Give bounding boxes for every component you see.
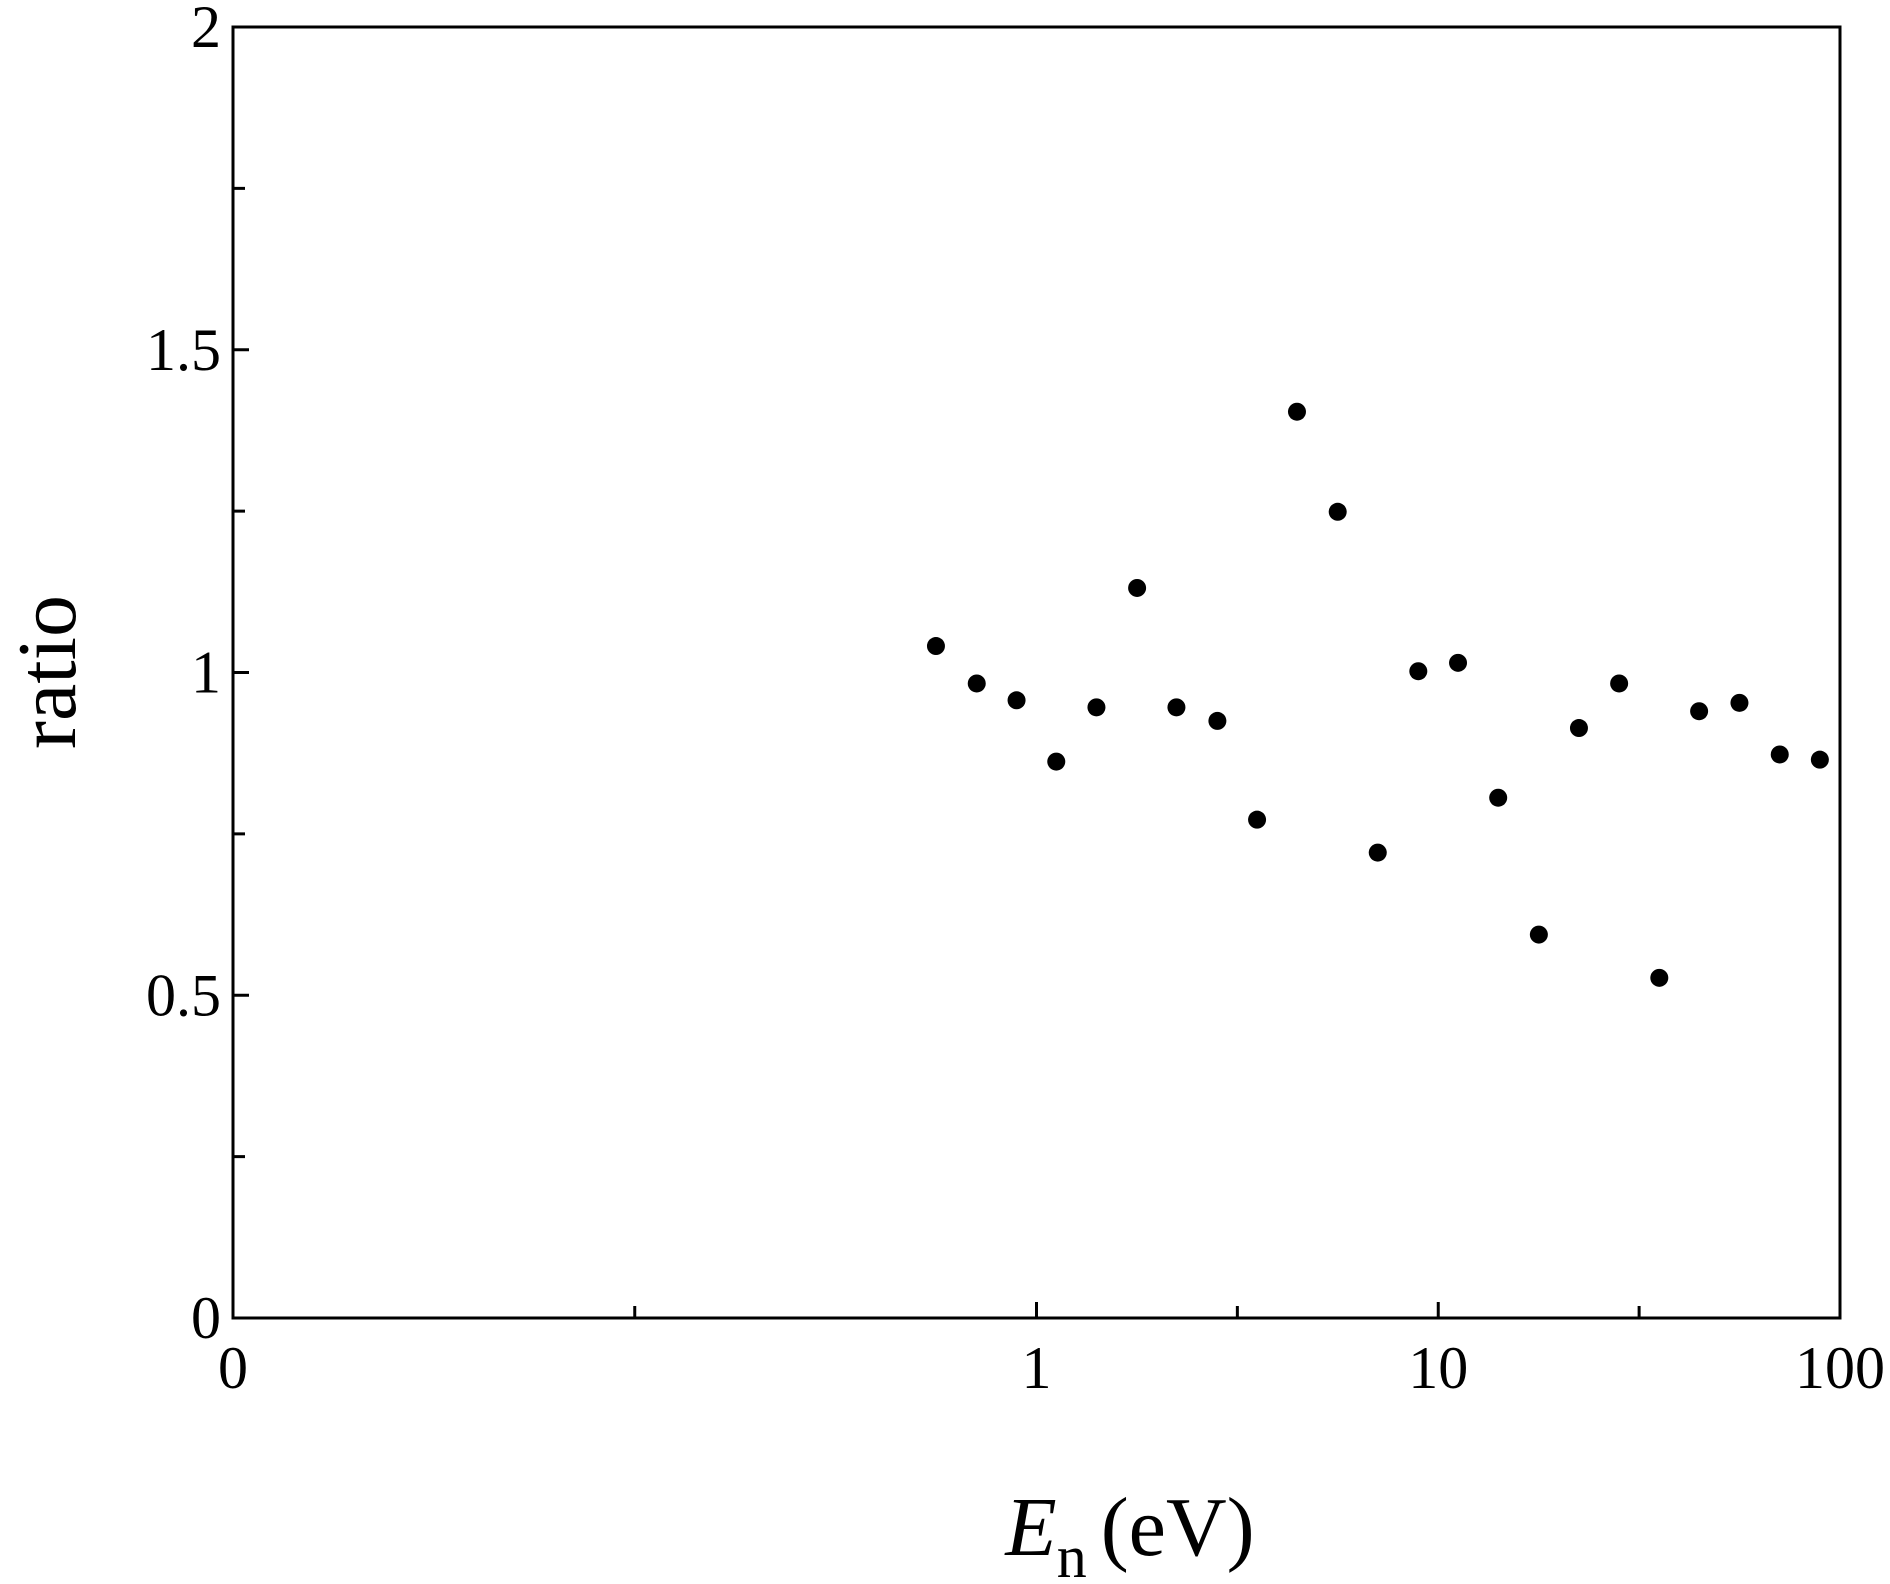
point: [1287, 402, 1306, 421]
point: [1409, 662, 1428, 681]
point: [1449, 653, 1468, 672]
x-tick-label: 100: [1795, 1335, 1885, 1401]
x-label-unit: (eV): [1101, 1481, 1255, 1574]
point: [967, 674, 986, 693]
point: [1770, 745, 1789, 764]
point: [1248, 810, 1267, 829]
point: [1810, 750, 1829, 769]
x-tick-label: 1: [1022, 1335, 1052, 1401]
x-label-subscript: n: [1057, 1524, 1087, 1584]
x-tick-label: 10: [1408, 1335, 1468, 1401]
point: [1047, 752, 1066, 771]
point: [1167, 698, 1186, 717]
point: [1569, 719, 1588, 738]
y-tick-label: 1.5: [146, 317, 221, 383]
x-tick-label: 0: [218, 1335, 248, 1401]
point: [1328, 502, 1347, 521]
y-axis-label: ratio: [1, 595, 94, 749]
point: [1128, 578, 1147, 597]
point: [1368, 843, 1387, 862]
y-tick-label: 2: [191, 0, 221, 60]
point: [1650, 968, 1669, 987]
y-tick-label: 1: [191, 640, 221, 706]
point: [1208, 711, 1227, 730]
point: [926, 637, 945, 656]
x-label-symbol: E: [1004, 1481, 1056, 1574]
point: [1730, 693, 1749, 712]
y-tick-label: 0.5: [146, 962, 221, 1028]
point: [1529, 925, 1548, 944]
point: [1489, 788, 1508, 807]
point: [1690, 702, 1709, 721]
plot-frame: [231, 25, 1842, 1320]
point: [1087, 698, 1106, 717]
y-tick-label: 0: [191, 1285, 221, 1351]
point: [1610, 674, 1629, 693]
point: [1007, 691, 1026, 710]
x-axis-label: En (eV): [1004, 1481, 1254, 1584]
